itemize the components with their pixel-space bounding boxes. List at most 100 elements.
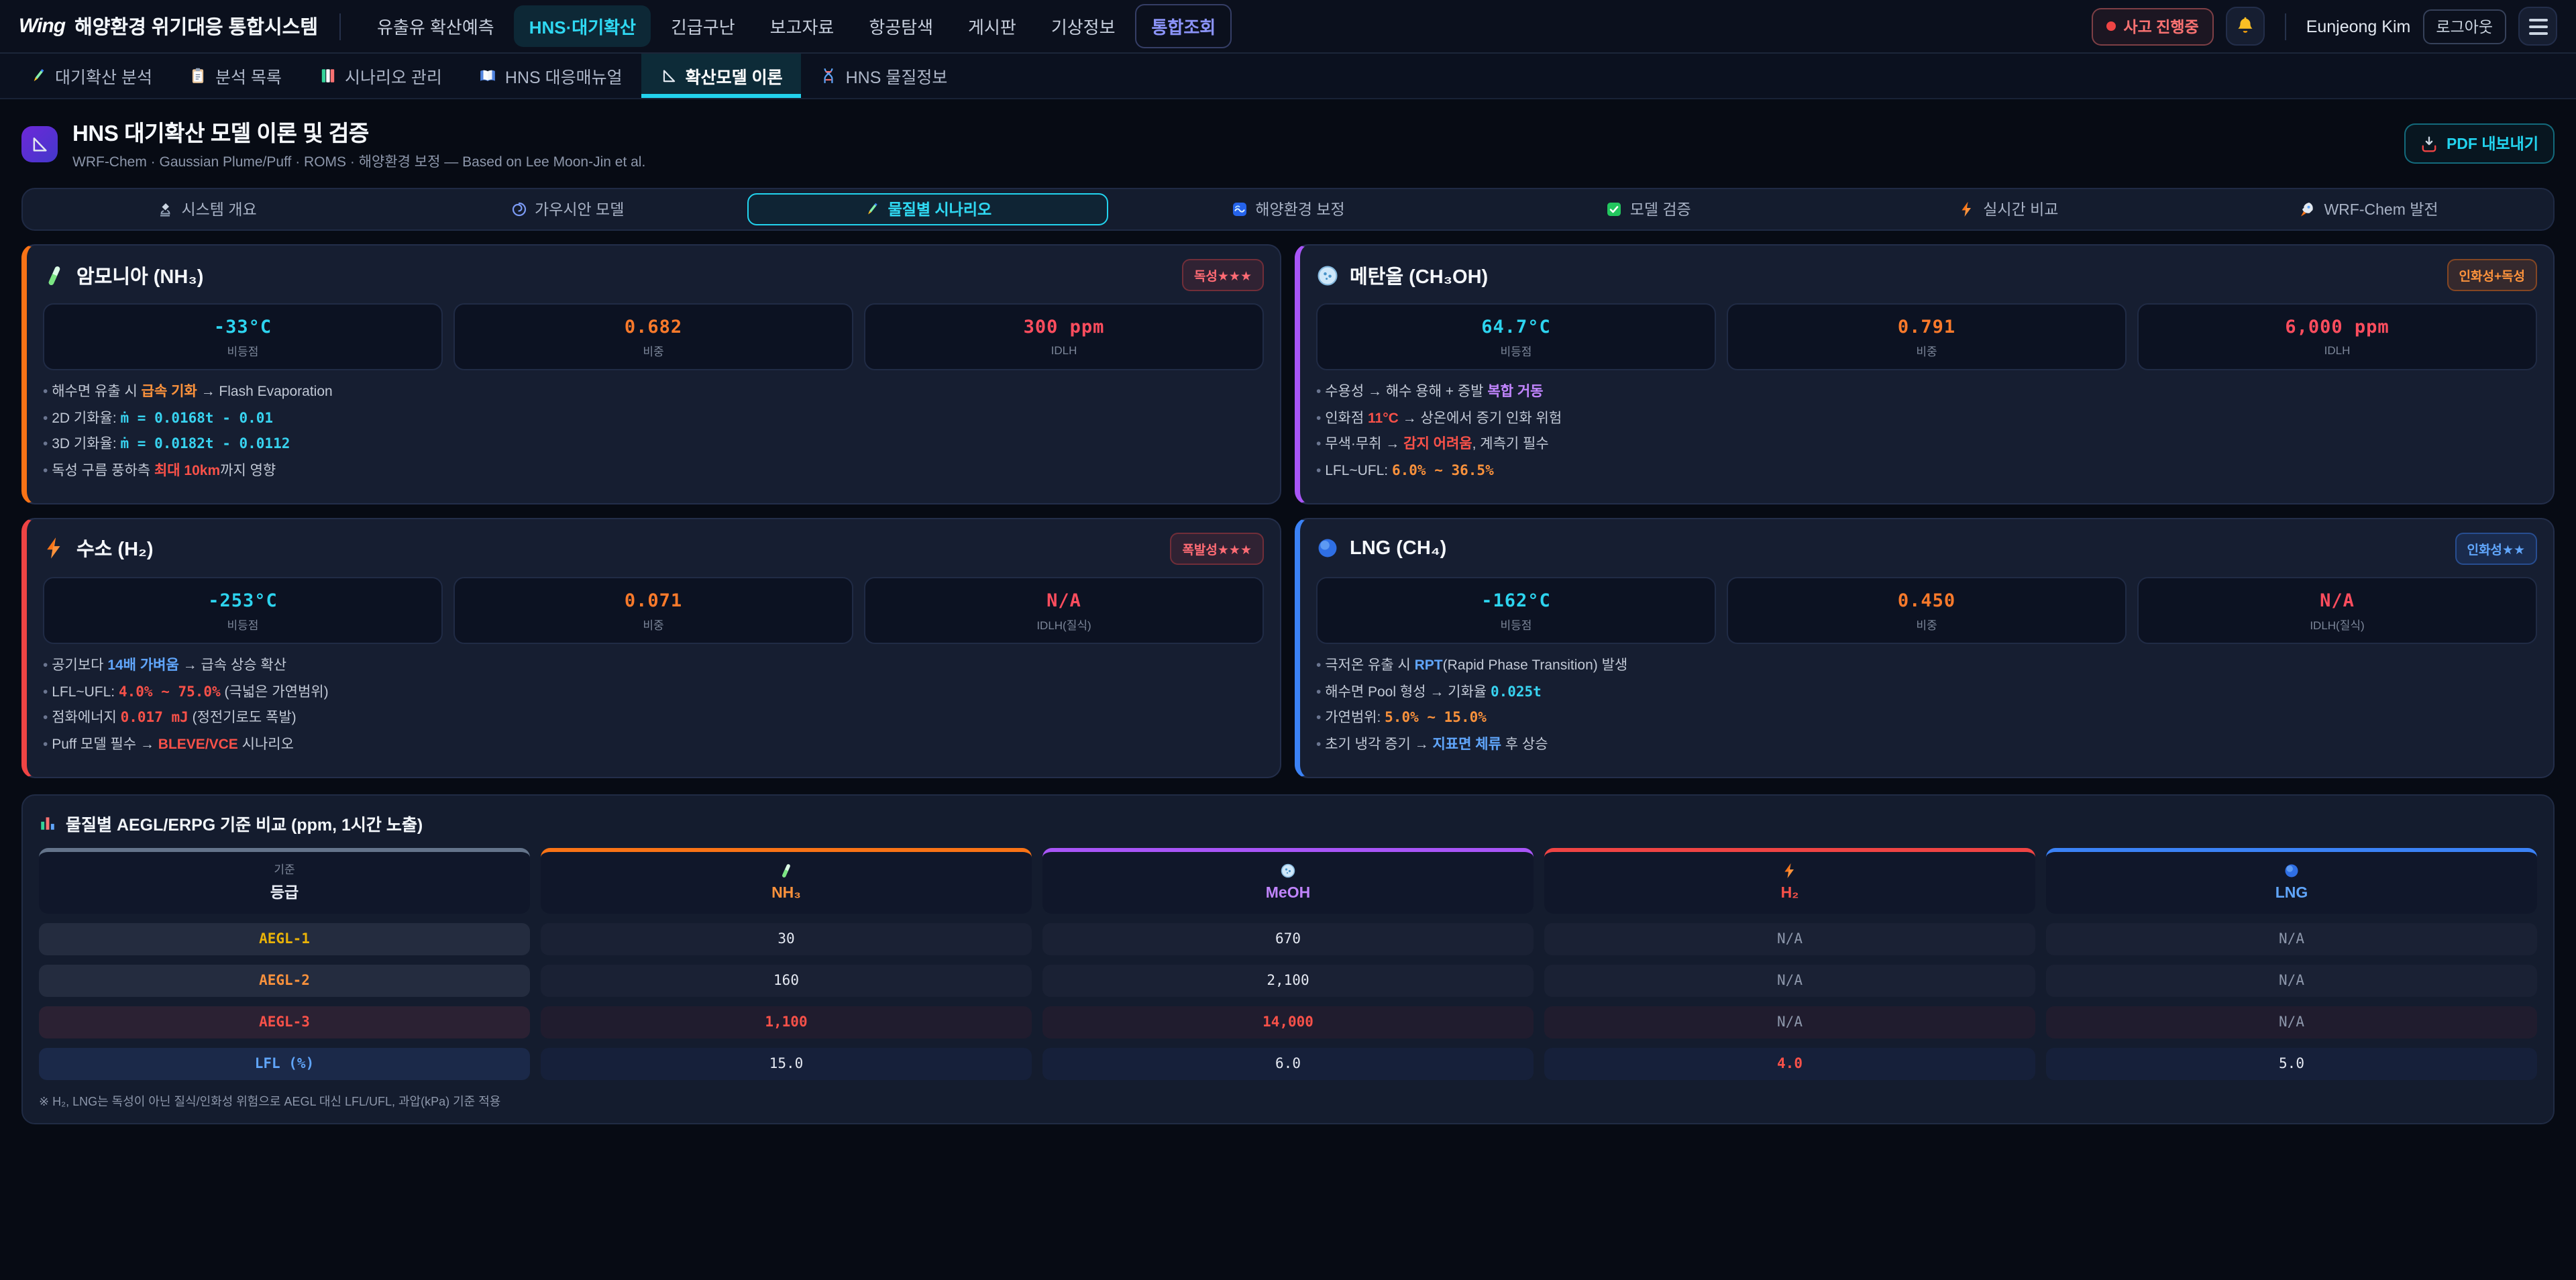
stat-value: N/A xyxy=(2320,590,2355,612)
value-cell: 30 xyxy=(541,922,1032,955)
test-tube-icon xyxy=(778,863,794,879)
subnav-tab[interactable]: 대기확산 분석 xyxy=(11,54,171,98)
user-name: Eunjeong Kim xyxy=(2306,17,2411,36)
table-header-cell: 기준 등급 xyxy=(39,847,530,914)
divider xyxy=(339,13,341,40)
nav-item[interactable]: HNS·대기확산 xyxy=(514,5,651,47)
nav-item[interactable]: 통합조회 xyxy=(1135,4,1232,48)
lightning-icon xyxy=(1959,201,1975,217)
bullet-segment: ṁ = 0.0168t - 0.01 xyxy=(120,410,274,427)
section-tab[interactable]: 실시간 비교 xyxy=(1829,193,2189,225)
subnav-tab[interactable]: 시나리오 관리 xyxy=(301,54,461,98)
section-tab[interactable]: 시스템 개요 xyxy=(27,193,387,225)
bullet-line: Puff 모델 필수 → BLEVE/VCE 시나리오 xyxy=(43,735,1264,755)
chemical-card: LNG (CH₄) 인화성★★ -162°C 비등점 0.450 비중 N/A IDLH(질식… xyxy=(1295,517,2555,778)
bullet-segment: 2D 기화율: xyxy=(52,410,121,427)
stat-label: 비중 xyxy=(1916,345,1937,358)
bullet-segment: 0.025t xyxy=(1490,684,1542,700)
value-cell: 5.0 xyxy=(2046,1047,2537,1080)
section-tab[interactable]: 물질별 시나리오 xyxy=(747,193,1108,225)
bullet-segment: 11°C xyxy=(1368,410,1399,427)
bullet-segment: 가연범위: xyxy=(1325,710,1385,727)
value-cell: 14,000 xyxy=(1042,1006,1534,1038)
logout-button[interactable]: 로그아웃 xyxy=(2422,9,2506,44)
bullet-line: LFL~UFL: 4.0% ~ 75.0% (극넓은 가연범위) xyxy=(43,682,1264,702)
table-header-cell: MeOH xyxy=(1042,847,1534,914)
bullet-segment: 해수면 Pool 형성 → 기화율 xyxy=(1325,684,1491,700)
table-header-cell: H₂ xyxy=(1544,847,2035,914)
row-label-cell: AEGL-3 xyxy=(39,1006,530,1038)
stat-row: -253°C 비등점 0.071 비중 N/A IDLH(질식) xyxy=(43,576,1264,644)
bullet-line: 독성 구름 풍하측 최대 10km까지 영향 xyxy=(43,462,1264,482)
menu-button[interactable] xyxy=(2518,7,2557,46)
nav-item[interactable]: 기상정보 xyxy=(1051,17,1116,38)
bullet-segment: LFL~UFL: xyxy=(1325,463,1392,480)
bullet-line: 가연범위: 5.0% ~ 15.0% xyxy=(1316,709,2537,729)
bar-chart-icon xyxy=(39,814,56,832)
nav-item[interactable]: 게시판 xyxy=(968,17,1016,38)
nav-item[interactable]: 긴급구난 xyxy=(670,17,735,38)
nav-item[interactable]: 유출유 확산예측 xyxy=(377,17,494,38)
page-icon-wrap xyxy=(21,125,58,162)
stat-value: 64.7°C xyxy=(1481,317,1551,338)
pdf-export-button[interactable]: PDF 내보내기 xyxy=(2404,123,2555,164)
stat-box: N/A IDLH(질식) xyxy=(864,576,1264,644)
section-tab[interactable]: 모델 검증 xyxy=(1468,193,1829,225)
value-cell: N/A xyxy=(2046,964,2537,997)
section-tab[interactable]: 가우시안 모델 xyxy=(387,193,747,225)
bullet-segment: ṁ = 0.0182t - 0.0112 xyxy=(120,436,290,453)
petri-dish-icon xyxy=(1316,264,1339,286)
spiral-icon xyxy=(511,201,527,217)
bullet-segment: 해수면 유출 시 xyxy=(52,384,142,400)
subnav-tab[interactable]: HNS 물질정보 xyxy=(802,54,967,98)
subnav-tab[interactable]: 확산모델 이론 xyxy=(641,54,802,98)
subnav-tab[interactable]: HNS 대응매뉴얼 xyxy=(461,54,641,98)
microscope-icon xyxy=(157,201,173,217)
lightning-icon xyxy=(43,537,66,560)
value-cell: N/A xyxy=(1544,922,2035,955)
table-body: AEGL-1 30 670 N/A N/A AEGL-2 160 2,100 N/A N/A AEG… xyxy=(39,922,2537,1080)
section-tab-label: 가우시안 모델 xyxy=(535,203,625,219)
bullet-segment: LFL~UFL: xyxy=(52,684,119,700)
chemical-bullets: 해수면 유출 시 급속 기화 → Flash Evaporation 2D 기화율… xyxy=(43,382,1264,482)
stat-label: 비중 xyxy=(1916,618,1937,632)
test-tube-icon xyxy=(43,264,66,286)
bullet-line: 무색·무취 → 감지 어려움, 계측기 필수 xyxy=(1316,435,2537,456)
stat-box: 0.450 비중 xyxy=(1727,576,2127,644)
value-cell: N/A xyxy=(1544,1006,2035,1038)
bullet-segment: Puff 모델 필수 → xyxy=(52,737,158,753)
stat-value: 0.071 xyxy=(624,590,683,612)
section-tab-label: WRF-Chem 발전 xyxy=(2324,203,2438,219)
chemical-card: 수소 (H₂) 폭발성★★★ -253°C 비등점 0.071 비중 N/A IDLH(질식)… xyxy=(21,517,1281,778)
row-label-cell: LFL (%) xyxy=(39,1047,530,1080)
top-nav: Wing 해양환경 위기대응 통합시스템 유출유 확산예측 HNS·대기확산 긴급구… xyxy=(0,0,2576,54)
bullet-segment: 지표면 체류 xyxy=(1432,737,1501,753)
table-row: AEGL-3 1,100 14,000 N/A N/A xyxy=(39,1006,2537,1038)
subnav-tab[interactable]: 분석 목록 xyxy=(171,54,301,98)
nav-item[interactable]: 보고자료 xyxy=(769,17,835,38)
nav-item[interactable]: 항공탐색 xyxy=(869,17,934,38)
chemical-card-header: LNG (CH₄) 인화성★★ xyxy=(1316,532,2537,565)
brand: Wing 해양환경 위기대응 통합시스템 xyxy=(19,12,318,40)
bullet-segment: RPT xyxy=(1414,657,1443,674)
chemical-name: 암모니아 (NH₃) xyxy=(76,266,204,288)
chemical-card-header: 암모니아 (NH₃) 독성★★★ xyxy=(43,259,1264,291)
table-title-row: 물질별 AEGL/ERPG 기준 비교 (ppm, 1시간 노출) xyxy=(39,810,2537,836)
petri-dish-icon xyxy=(1280,863,1296,879)
stat-row: 64.7°C 비등점 0.791 비중 6,000 ppm IDLH xyxy=(1316,303,2537,370)
aegl-table-card: 물질별 AEGL/ERPG 기준 비교 (ppm, 1시간 노출) 기준 등급 NH… xyxy=(21,794,2555,1124)
section-tab[interactable]: WRF-Chem 발전 xyxy=(2189,193,2549,225)
bullet-line: 초기 냉각 증기 → 지표면 체류 후 상승 xyxy=(1316,735,2537,755)
bullet-segment: 6.0% ~ 36.5% xyxy=(1392,463,1494,480)
notifications-button[interactable] xyxy=(2225,7,2265,46)
bullet-line: 공기보다 14배 가벼움 → 급속 상승 확산 xyxy=(43,656,1264,676)
stat-box: -33°C 비등점 xyxy=(43,303,443,370)
value-cell: 2,100 xyxy=(1042,964,1534,997)
download-icon xyxy=(2421,135,2438,152)
stat-box: 64.7°C 비등점 xyxy=(1316,303,1716,370)
stat-box: N/A IDLH(질식) xyxy=(2137,576,2537,644)
subnav-tab-label: HNS 물질정보 xyxy=(845,68,948,87)
section-tab[interactable]: 해양환경 보정 xyxy=(1108,193,1468,225)
hazard-badge: 인화성+독성 xyxy=(2447,259,2537,291)
bullet-line: 3D 기화율: ṁ = 0.0182t - 0.0112 xyxy=(43,435,1264,456)
